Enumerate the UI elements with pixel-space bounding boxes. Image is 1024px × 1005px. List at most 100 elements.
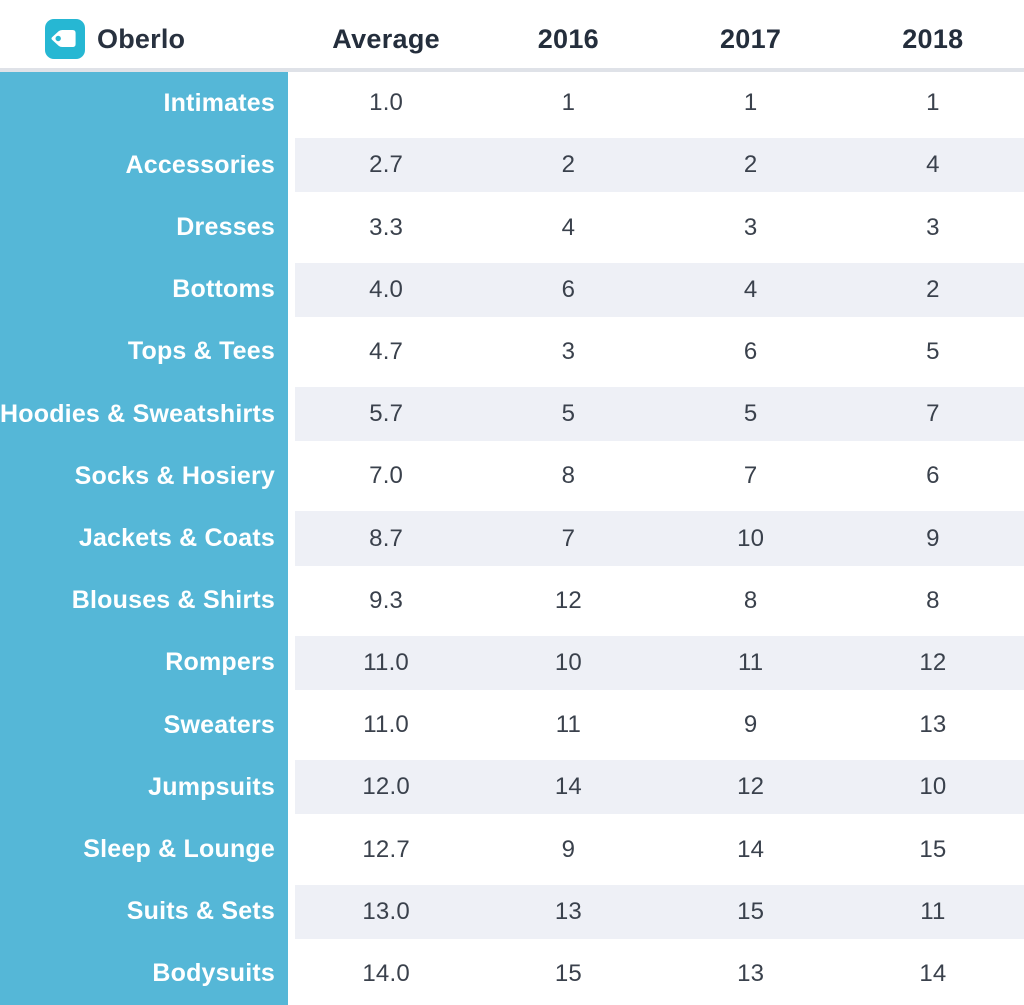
cell-average: 1.0: [369, 89, 404, 117]
cell-2016: 9: [561, 835, 576, 863]
table-row-suits-sets: Suits & Sets 13.0 13 15 11: [0, 880, 1024, 943]
cell-2018: 14: [919, 959, 947, 987]
row-label: Hoodies & Sweatshirts: [0, 383, 289, 446]
cell-2017: 6: [743, 337, 758, 365]
cell-2018: 9: [926, 524, 940, 552]
cell-2017: 4: [743, 275, 758, 303]
oberlo-logo-tag-icon: [45, 19, 85, 59]
table-row-dresses: Dresses 3.3 4 3 3: [0, 196, 1024, 259]
cell-average: 13.0: [362, 897, 410, 925]
cell-2016: 1: [561, 89, 576, 117]
table-row-blouses-shirts: Blouses & Shirts 9.3 12 8 8: [0, 569, 1024, 632]
cell-2017: 13: [737, 959, 765, 987]
cell-2017: 12: [737, 773, 765, 801]
column-gutter: [288, 942, 295, 1005]
cell-2017: 9: [743, 711, 758, 739]
table-row-jumpsuits: Jumpsuits 12.0 14 12 10: [0, 756, 1024, 819]
cell-2016: 12: [554, 586, 582, 614]
cell-2016: 11: [555, 711, 582, 739]
column-gutter: [288, 880, 295, 943]
cell-2018: 8: [926, 586, 940, 614]
cell-2017: 7: [743, 462, 758, 490]
cell-average: 12.0: [362, 773, 410, 801]
column-gutter: [288, 818, 295, 881]
table-row-bodysuits: Bodysuits 14.0 15 13 14: [0, 942, 1024, 1005]
column-gutter: [288, 383, 296, 446]
cell-2016: 6: [561, 275, 576, 303]
table-row-hoodies-sweatshirts: Hoodies & Sweatshirts 5.7 5 5 7: [0, 383, 1024, 446]
cell-2016: 5: [561, 400, 576, 428]
ranking-table: Intimates 1.0 1 1 1 Accessories 2.7 2 2 …: [0, 72, 1024, 1005]
cell-2017: 1: [743, 89, 758, 117]
cell-2018: 5: [926, 337, 940, 365]
cell-average: 8.7: [369, 524, 404, 552]
row-label: Tops & Tees: [0, 320, 288, 384]
cell-2016: 8: [561, 462, 576, 490]
cell-average: 9.3: [369, 586, 404, 614]
column-header-average: Average: [332, 23, 440, 54]
column-header-2016: 2016: [537, 23, 599, 54]
cell-2018: 7: [926, 400, 940, 428]
cell-2018: 11: [920, 897, 946, 925]
cell-2016: 7: [561, 524, 576, 552]
column-gutter: [288, 320, 295, 384]
table-row-sweaters: Sweaters 11.0 11 9 13: [0, 694, 1024, 757]
cell-average: 11.0: [363, 648, 409, 676]
row-label: Socks & Hosiery: [0, 445, 288, 508]
cell-2016: 10: [554, 648, 582, 676]
cell-2017: 3: [743, 213, 758, 241]
cell-2018: 12: [919, 648, 947, 676]
cell-2018: 2: [926, 275, 940, 303]
row-label: Accessories: [0, 134, 288, 197]
cell-average: 14.0: [362, 959, 410, 987]
column-header-2017: 2017: [719, 23, 782, 54]
cell-2017: 2: [743, 151, 758, 179]
row-label: Suits & Sets: [0, 880, 288, 943]
cell-2016: 15: [554, 959, 582, 987]
cell-2017: 11: [737, 648, 764, 676]
table-row-rompers: Rompers 11.0 10 11 12: [0, 631, 1024, 695]
row-label: Bottoms: [0, 258, 288, 321]
cell-average: 3.3: [369, 213, 404, 241]
cell-2018: 15: [919, 835, 947, 863]
cell-average: 11.0: [363, 711, 409, 739]
row-label: Sleep & Lounge: [0, 818, 288, 881]
cell-2018: 6: [926, 462, 940, 490]
cell-2016: 13: [554, 897, 582, 925]
brand: Oberlo: [0, 19, 295, 59]
row-label: Sweaters: [0, 694, 288, 757]
table-row-accessories: Accessories 2.7 2 2 4: [0, 134, 1024, 197]
header-divider: [0, 68, 1024, 72]
table-row-jackets-coats: Jackets & Coats 8.7 7 10 9: [0, 507, 1024, 570]
cell-2018: 4: [926, 151, 940, 179]
cell-2018: 13: [919, 711, 947, 739]
column-gutter: [288, 445, 295, 508]
row-label: Jackets & Coats: [0, 507, 288, 570]
column-headers: Average 2016 2017 2018: [295, 24, 1024, 55]
cell-2018: 3: [926, 213, 940, 241]
column-gutter: [288, 196, 295, 259]
table-row-socks-hosiery: Socks & Hosiery 7.0 8 7 6: [0, 445, 1024, 508]
row-label: Jumpsuits: [0, 756, 288, 819]
cell-average: 7.0: [369, 462, 404, 490]
column-gutter: [288, 694, 295, 757]
row-label: Rompers: [0, 631, 288, 695]
cell-2018: 10: [919, 773, 947, 801]
cell-2017: 15: [737, 897, 765, 925]
cell-2016: 3: [561, 337, 576, 365]
table-row-sleep-lounge: Sleep & Lounge 12.7 9 14 15: [0, 818, 1024, 881]
cell-2017: 5: [743, 400, 758, 428]
column-gutter: [288, 631, 295, 695]
cell-average: 2.7: [369, 151, 404, 179]
cell-2016: 2: [561, 151, 576, 179]
table-row-bottoms: Bottoms 4.0 6 4 2: [0, 258, 1024, 321]
cell-2018: 1: [926, 89, 940, 117]
cell-2017: 10: [737, 524, 765, 552]
row-label: Blouses & Shirts: [0, 569, 288, 632]
column-gutter: [288, 507, 295, 570]
cell-2016: 14: [554, 773, 582, 801]
row-label: Dresses: [0, 196, 288, 259]
column-gutter: [288, 134, 295, 197]
table-header: Oberlo Average 2016 2017 2018: [0, 0, 1024, 68]
